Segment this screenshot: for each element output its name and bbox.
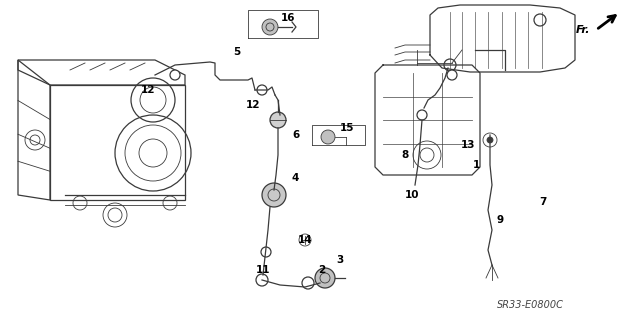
Circle shape xyxy=(262,19,278,35)
Text: 15: 15 xyxy=(340,123,355,133)
Text: 10: 10 xyxy=(404,190,419,200)
Circle shape xyxy=(261,247,271,257)
Text: 9: 9 xyxy=(497,215,504,225)
Circle shape xyxy=(487,137,493,143)
Text: 16: 16 xyxy=(281,13,295,23)
Circle shape xyxy=(256,274,268,286)
Circle shape xyxy=(299,234,311,246)
Text: 4: 4 xyxy=(291,173,299,183)
Text: SR33-E0800C: SR33-E0800C xyxy=(497,300,563,310)
Circle shape xyxy=(321,130,335,144)
Text: 1: 1 xyxy=(472,160,479,170)
Circle shape xyxy=(483,133,497,147)
Text: Fr.: Fr. xyxy=(575,25,590,35)
Text: 5: 5 xyxy=(234,47,241,57)
Circle shape xyxy=(315,268,335,288)
Text: 14: 14 xyxy=(298,235,312,245)
Text: 8: 8 xyxy=(401,150,408,160)
Circle shape xyxy=(447,70,457,80)
Text: 13: 13 xyxy=(461,140,476,150)
Circle shape xyxy=(417,110,427,120)
Circle shape xyxy=(262,183,286,207)
Text: 11: 11 xyxy=(256,265,270,275)
Text: 3: 3 xyxy=(337,255,344,265)
Text: 12: 12 xyxy=(246,100,260,110)
Circle shape xyxy=(534,14,546,26)
Text: 7: 7 xyxy=(540,197,547,207)
Circle shape xyxy=(257,85,267,95)
Text: 12: 12 xyxy=(141,85,156,95)
Text: 2: 2 xyxy=(318,265,326,275)
Circle shape xyxy=(270,112,286,128)
Circle shape xyxy=(444,59,456,71)
Circle shape xyxy=(302,277,314,289)
Text: 6: 6 xyxy=(292,130,300,140)
Circle shape xyxy=(170,70,180,80)
